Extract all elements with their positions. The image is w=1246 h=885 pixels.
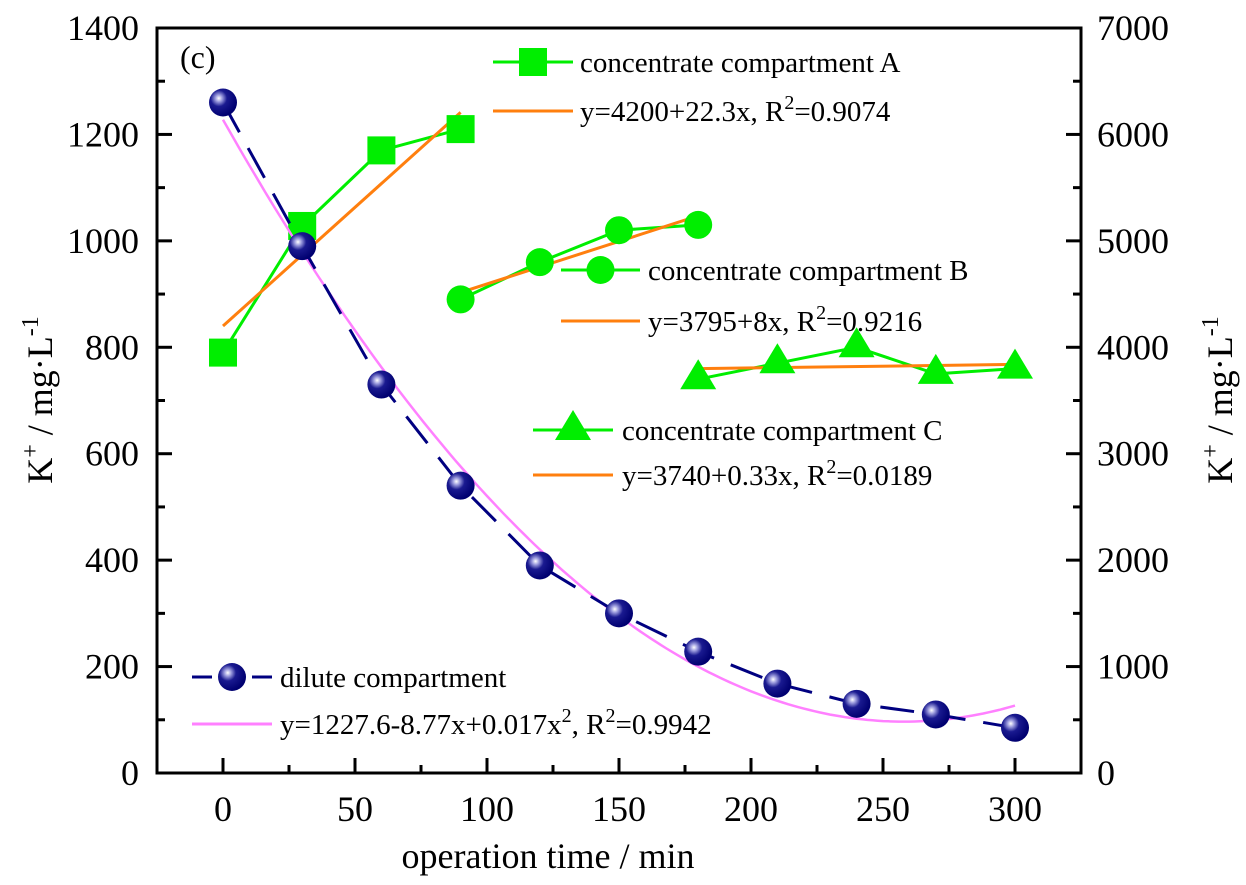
data-point-sphere (446, 471, 475, 500)
legend-square: concentrate compartment A y=4200+22.3x, R… (493, 47, 901, 128)
y-right-tick-label: 7000 (1097, 8, 1169, 48)
data-point-circle (446, 285, 475, 314)
x-tick-label: 300 (988, 789, 1042, 829)
x-tick-label: 50 (337, 789, 373, 829)
legend-label: concentrate compartment C (622, 415, 942, 447)
data-point-square (367, 136, 396, 165)
data-point-sphere (763, 669, 792, 698)
x-tick-label: 100 (460, 789, 514, 829)
data-point-triangle (997, 348, 1033, 379)
legends: concentrate compartment A y=4200+22.3x, R… (192, 47, 968, 741)
equation-text: =0.9216 (826, 306, 922, 338)
y-left-tick-label: 1400 (67, 8, 139, 48)
data-point-sphere (288, 232, 317, 261)
legend-marker-sphere (218, 663, 246, 691)
series-square (209, 111, 475, 367)
x-tick-label: 0 (214, 789, 232, 829)
fit-line-linear (460, 214, 699, 294)
legend-fit-equation: y=3740+0.33x, R2=0.0189 (622, 456, 932, 492)
legend-label: concentrate compartment A (580, 47, 901, 79)
fit-line-linear (698, 362, 1016, 371)
x-tick-label: 150 (592, 789, 646, 829)
data-point-circle (684, 210, 713, 239)
equation-text: y=3795+8x, R (648, 306, 817, 338)
series-sphere (209, 88, 1029, 742)
data-point-triangle (680, 359, 717, 390)
y-right-tick-label: 2000 (1097, 540, 1169, 580)
series-line-concentrate (221, 127, 461, 354)
data-point-triangle (759, 343, 796, 374)
ticks: 0 50 100 150 200 250 3000200400600800100012001… (67, 8, 1169, 829)
y-right-axis-title: K+ / mg·L-1 (1198, 316, 1240, 484)
equation-text: y=4200+22.3x, R (580, 96, 785, 128)
plot-marks (209, 88, 1033, 742)
data-point-sphere (367, 370, 396, 399)
y-right-tick-label: 1000 (1097, 647, 1169, 687)
equation-text: =0.9942 (615, 709, 711, 741)
legend-circle: concentrate compartment B y=3795+8x, R2=0… (561, 255, 968, 338)
data-point-circle (605, 216, 633, 245)
legend-label: concentrate compartment B (648, 255, 968, 287)
y-left-axis-title: K+ / mg·L-1 (18, 316, 60, 484)
fit-line-linear (221, 111, 462, 328)
data-point-sphere (605, 599, 633, 628)
data-point-sphere (684, 637, 713, 666)
equation-text: =0.0189 (836, 460, 932, 492)
data-point-circle (525, 248, 554, 277)
x-tick-label: 250 (856, 789, 910, 829)
y-right-tick-label: 3000 (1097, 434, 1169, 474)
equation-text: =0.9074 (794, 96, 891, 128)
y-right-tick-label: 0 (1097, 753, 1115, 793)
legend-fit-equation: y=1227.6-8.77x+0.017x2, R2=0.9942 (280, 705, 712, 741)
superscript: 2 (826, 456, 836, 478)
data-point-square (209, 338, 237, 367)
y-right-tick-label: 6000 (1097, 114, 1169, 154)
superscript: 2 (816, 302, 826, 324)
y-left-tick-label: 1200 (67, 114, 139, 154)
data-point-sphere (921, 700, 950, 729)
legend-marker-circle (586, 256, 615, 284)
legend-label: dilute compartment (280, 662, 506, 694)
x-tick-label: 200 (724, 789, 778, 829)
equation-text: , R (572, 709, 607, 741)
equation-text: y=1227.6-8.77x+0.017x (280, 709, 562, 741)
data-point-sphere (1001, 713, 1029, 742)
data-point-triangle (838, 327, 875, 358)
legend-marker-triangle (555, 410, 591, 440)
x-axis-title: operation time / min (402, 836, 695, 876)
legend-marker-square (519, 48, 547, 76)
superscript: 2 (562, 705, 572, 727)
data-point-triangle (917, 353, 954, 384)
superscript: 2 (605, 705, 615, 727)
legend-fit-equation: y=3795+8x, R2=0.9216 (648, 302, 922, 338)
y-left-tick-label: 800 (85, 327, 139, 367)
legend-fit-equation: y=4200+22.3x, R2=0.9074 (580, 92, 891, 128)
series-triangle (680, 327, 1033, 390)
y-right-tick-label: 4000 (1097, 327, 1169, 367)
legend-sphere: dilute compartmenty=1227.6-8.77x+0.017x2… (192, 662, 712, 741)
superscript: 2 (784, 92, 794, 114)
y-left-tick-label: 200 (85, 647, 139, 687)
data-point-sphere (842, 689, 871, 718)
data-point-sphere (525, 551, 554, 580)
data-point-square (446, 115, 475, 144)
legend-triangle: concentrate compartment C y=3740+0.33x, R… (533, 410, 942, 492)
y-left-tick-label: 0 (121, 753, 139, 793)
y-right-tick-label: 5000 (1097, 221, 1169, 261)
series-circle (446, 210, 713, 314)
y-left-tick-label: 1000 (67, 221, 139, 261)
data-point-sphere (209, 88, 237, 117)
y-left-tick-label: 400 (85, 540, 139, 580)
panel-label: (c) (180, 39, 216, 75)
equation-text: y=3740+0.33x, R (622, 460, 827, 492)
y-left-tick-label: 600 (85, 434, 139, 474)
